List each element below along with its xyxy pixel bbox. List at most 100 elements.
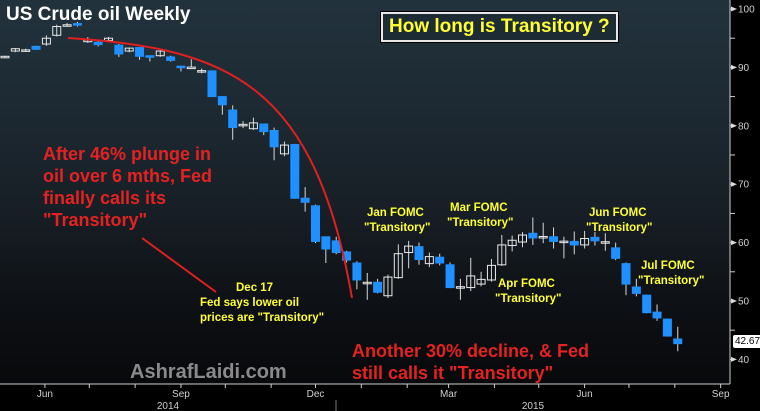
candle-down — [290, 143, 300, 199]
candle-up — [559, 236, 569, 259]
candle-body — [228, 109, 238, 129]
annotation-line: Another 30% decline, & Fed — [352, 341, 590, 361]
year-label: 2014 — [157, 401, 180, 411]
candle-up — [466, 257, 476, 292]
candle-up — [580, 230, 590, 249]
x-tick-label: Dec — [307, 389, 325, 400]
candle-body — [621, 263, 631, 285]
candle-body — [93, 41, 103, 46]
annotation-jul-fomc: Jul FOMC "Transitory" — [638, 259, 705, 289]
candle-up — [383, 274, 393, 299]
candle-body — [518, 234, 527, 243]
candle-body — [600, 241, 610, 244]
candle-up — [21, 48, 31, 52]
annotation-jun-fomc: Jun FOMC "Transitory" — [586, 206, 653, 236]
candle-down — [549, 227, 559, 249]
candle-up — [41, 35, 51, 46]
candle-up — [62, 23, 72, 27]
candle-body — [217, 96, 227, 106]
candle-body — [476, 278, 486, 285]
candle-body — [466, 275, 476, 289]
annotation-line: After 46% plunge in — [43, 144, 212, 164]
year-label: 2015 — [522, 401, 545, 411]
candle-down — [321, 236, 331, 264]
candle-down — [590, 232, 600, 246]
candle-up — [455, 278, 465, 300]
candle-down — [207, 70, 217, 98]
x-tick-label: Sep — [712, 389, 730, 400]
candle-body — [559, 240, 569, 244]
candle-down — [176, 65, 186, 72]
candle-down — [673, 326, 683, 352]
candles — [0, 21, 683, 352]
candle-body — [269, 129, 279, 148]
candle-down — [311, 204, 320, 244]
candle-down — [217, 96, 227, 115]
candle-up — [538, 222, 548, 244]
candle-down — [631, 278, 641, 297]
y-tick-marker — [731, 123, 737, 129]
candle-down — [569, 231, 579, 255]
candle-body — [0, 55, 10, 59]
candle-body — [538, 235, 548, 239]
y-tick-label: 50 — [738, 297, 750, 308]
candle-up — [362, 272, 372, 300]
annotation-line: "Transitory" — [586, 222, 653, 234]
annotation-jan-fomc: Jan FOMC "Transitory" — [364, 206, 431, 236]
annotation-apr-fomc: Apr FOMC "Transitory" — [495, 277, 562, 307]
candle-body — [176, 65, 186, 69]
candle-up — [0, 55, 10, 59]
y-tick-marker — [731, 240, 737, 246]
candle-body — [352, 262, 362, 281]
candle-body — [197, 70, 207, 73]
annotation-line: Dec 17 — [236, 282, 274, 294]
candle-up — [279, 141, 289, 157]
y-tick-label: 70 — [738, 180, 750, 191]
y-tick-marker — [731, 181, 737, 187]
candle-up — [486, 258, 496, 282]
annotation-line: "Transitory" — [638, 275, 705, 287]
candle-down — [145, 55, 155, 62]
candle-up — [600, 233, 610, 251]
candle-up — [476, 271, 486, 287]
x-tick-label: Jun — [577, 389, 593, 400]
candle-body — [155, 50, 165, 57]
candle-down — [611, 242, 621, 261]
candle-down — [72, 21, 82, 27]
candle-body — [549, 236, 559, 242]
annotation-bottom: Another 30% decline, & Fed still calls i… — [352, 340, 589, 384]
annotation-line: Jul FOMC — [641, 260, 695, 272]
candle-down — [135, 46, 145, 60]
candle-down — [435, 253, 445, 266]
y-tick-marker — [731, 298, 737, 304]
candle-body — [507, 239, 517, 247]
candle-body — [52, 26, 62, 36]
candle-up — [507, 235, 517, 252]
candle-up — [248, 117, 258, 130]
candle-down — [93, 40, 103, 47]
candle-body — [652, 311, 662, 319]
annotation-left: After 46% plunge in oil over 6 mths, Fed… — [43, 143, 212, 231]
candle-up — [52, 24, 62, 37]
annotation-line: Jan FOMC — [367, 207, 424, 219]
candle-body — [673, 338, 683, 345]
candle-up — [393, 244, 403, 279]
candle-body — [435, 256, 445, 264]
candle-up — [155, 50, 165, 57]
candle-body — [238, 123, 248, 127]
annotation-line: oil over 6 mths, Fed — [43, 166, 213, 186]
annotation-line: Mar FOMC — [450, 202, 508, 214]
candle-down — [352, 261, 362, 290]
candle-body — [10, 48, 20, 52]
annotation-line: prices are "Transitory" — [200, 312, 325, 324]
annotation-line: Apr FOMC — [498, 278, 555, 290]
candle-body — [611, 247, 621, 259]
headline-box: How long is Transitory ? — [380, 11, 619, 43]
candle-up — [10, 48, 20, 53]
candle-body — [259, 123, 269, 133]
x-tick-label: Sep — [172, 389, 190, 400]
candle-down — [114, 44, 124, 57]
